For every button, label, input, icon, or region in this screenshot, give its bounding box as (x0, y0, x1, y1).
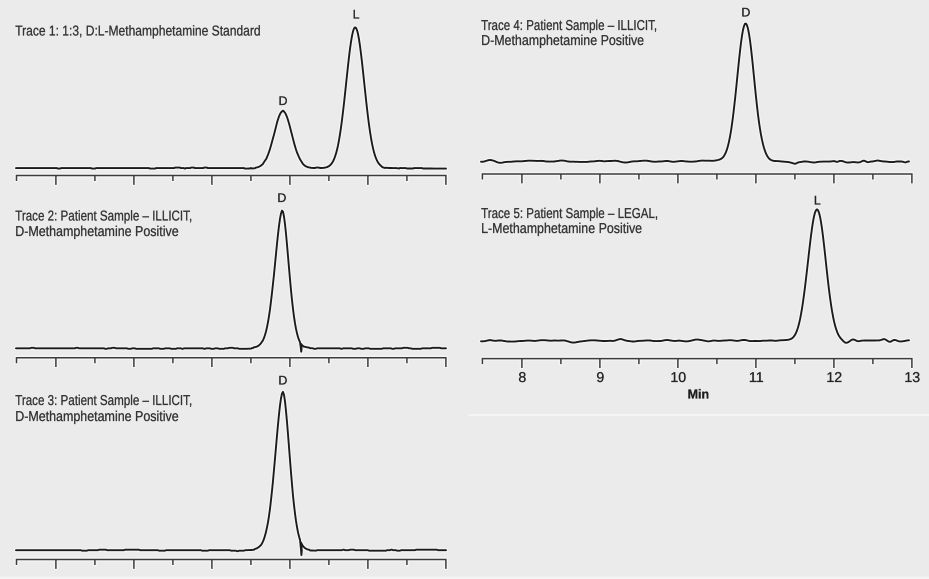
svg-text:Trace 4: Patient Sample – ILLI: Trace 4: Patient Sample – ILLICIT, (481, 18, 657, 34)
svg-text:D-Methamphetamine Positive: D-Methamphetamine Positive (15, 409, 179, 425)
svg-text:D-Methamphetamine Positive: D-Methamphetamine Positive (481, 33, 644, 49)
svg-text:L: L (814, 194, 821, 208)
svg-text:10: 10 (670, 370, 686, 386)
svg-text:Trace 5: Patient Sample – LEGA: Trace 5: Patient Sample – LEGAL, (481, 206, 658, 222)
svg-text:D: D (279, 94, 288, 108)
svg-text:D: D (741, 6, 750, 20)
svg-text:Trace 3: Patient Sample – ILLI: Trace 3: Patient Sample – ILLICIT, (15, 393, 192, 409)
svg-text:D-Methamphetamine Positive: D-Methamphetamine Positive (15, 224, 179, 240)
svg-text:D: D (278, 374, 287, 388)
svg-text:Trace 2: Patient Sample – ILLI: Trace 2: Patient Sample – ILLICIT, (15, 209, 192, 225)
svg-text:13: 13 (904, 370, 920, 386)
svg-text:8: 8 (518, 370, 526, 386)
svg-text:12: 12 (826, 370, 842, 386)
svg-text:L-Methamphetamine Positive: L-Methamphetamine Positive (481, 221, 642, 237)
svg-text:Min: Min (688, 386, 710, 401)
svg-text:11: 11 (749, 370, 764, 386)
svg-text:D: D (277, 191, 286, 205)
svg-text:Trace 1: 1:3, D:L-Methamphetam: Trace 1: 1:3, D:L-Methamphetamine Standa… (15, 23, 260, 39)
svg-text:L: L (353, 8, 360, 22)
svg-text:9: 9 (596, 370, 604, 386)
